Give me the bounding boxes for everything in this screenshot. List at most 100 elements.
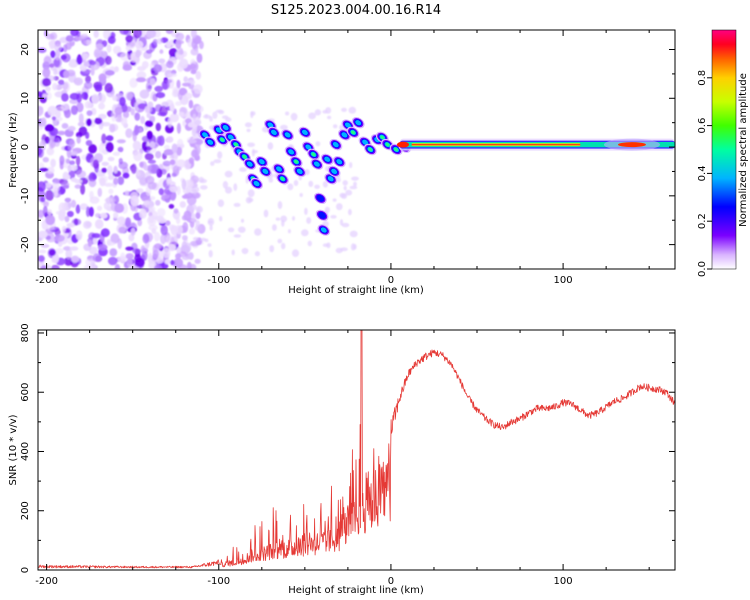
halo-speckle: [299, 193, 303, 197]
noise-speckle: [136, 71, 147, 79]
noise-speckle: [57, 130, 66, 136]
halo-speckle: [301, 229, 309, 237]
noise-speckle: [169, 113, 180, 123]
noise-speckle: [190, 48, 199, 56]
halo-speckle: [250, 111, 254, 119]
halo-speckle: [280, 215, 288, 223]
noise-speckle: [124, 217, 132, 228]
noise-speckle: [140, 115, 146, 125]
noise-speckle: [122, 172, 130, 179]
noise-speckle: [122, 111, 130, 119]
noise-speckle: [144, 152, 154, 161]
signal-blob: [267, 126, 281, 139]
signal-blob: [329, 138, 343, 151]
noise-speckle: [99, 50, 108, 59]
halo-speckle: [322, 181, 328, 188]
noise-speckle: [107, 156, 115, 162]
noise-speckle: [65, 248, 73, 260]
noise-speckle: [165, 41, 172, 48]
noise-speckle: [38, 249, 47, 254]
noise-speckle: [166, 177, 171, 186]
noise-speckle: [107, 165, 113, 176]
colorbar: 0.0 0.2 0.4 0.6 0.8 Normalized spectral ampl…: [697, 29, 749, 277]
colorbar-ticks: 0.0 0.2 0.4 0.6 0.8: [697, 70, 712, 277]
noise-speckle: [71, 255, 80, 263]
halo-speckle: [348, 106, 357, 114]
noise-speckle: [185, 118, 192, 124]
noise-speckle: [61, 123, 69, 129]
snr-panel: -200 -100 0 100 0 200 400 600 800 Height of str…: [8, 323, 676, 596]
y-tick-label: 10: [20, 92, 31, 105]
noise-speckle: [45, 33, 55, 40]
noise-speckle: [98, 143, 105, 153]
noise-speckle: [42, 67, 51, 78]
noise-speckle: [163, 144, 170, 150]
noise-speckle: [85, 206, 91, 218]
noise-speckle: [181, 194, 190, 199]
noise-speckle: [94, 219, 104, 230]
halo-speckle: [340, 247, 348, 252]
noise-speckle: [69, 160, 76, 166]
colorbar-gradient: [711, 29, 737, 270]
noise-speckle: [55, 234, 65, 242]
noise-speckle: [106, 44, 112, 53]
noise-speckle: [98, 175, 108, 184]
halo-speckle: [210, 161, 215, 167]
noise-speckle: [86, 118, 92, 127]
halo-speckle: [238, 226, 246, 233]
noise-speckle: [164, 79, 173, 84]
noise-speckle: [87, 240, 93, 247]
noise-speckle: [196, 53, 203, 63]
halo-speckle: [200, 185, 208, 190]
chart-title: S125.2023.004.00.16.R14: [271, 3, 441, 18]
halo-speckle: [341, 107, 347, 112]
noise-speckle: [38, 105, 44, 116]
noise-speckle: [95, 43, 104, 50]
noise-speckle: [101, 133, 107, 144]
noise-speckle: [134, 40, 144, 49]
signal-blob: [293, 165, 307, 178]
noise-speckle: [113, 212, 119, 219]
noise-speckle: [135, 49, 141, 58]
signal-blob: [219, 121, 233, 134]
halo-speckle: [269, 245, 275, 253]
noise-speckle: [88, 144, 97, 154]
noise-speckle: [176, 146, 182, 156]
noise-speckle: [163, 247, 171, 259]
noise-speckle: [148, 215, 155, 224]
noise-speckle: [166, 136, 174, 143]
noise-speckle: [161, 101, 169, 108]
noise-speckle: [125, 44, 132, 52]
noise-speckle: [176, 79, 181, 89]
noise-speckle: [114, 263, 121, 269]
y-tick-label: 20: [20, 43, 31, 56]
halo-speckle: [348, 208, 352, 216]
noise-speckle: [163, 149, 174, 156]
halo-speckle: [208, 250, 213, 258]
noise-speckle: [74, 184, 82, 189]
noise-speckle: [106, 241, 116, 246]
noise-speckle: [188, 99, 194, 109]
noise-speckle: [45, 86, 51, 92]
halo-speckle: [209, 224, 213, 231]
noise-speckle: [91, 93, 100, 105]
halo-speckle: [207, 243, 212, 247]
x-tick-label: -100: [207, 576, 230, 587]
snr-series-line: [38, 330, 675, 569]
noise-speckle: [104, 70, 115, 76]
signal-blob: [289, 155, 303, 168]
noise-speckle: [64, 215, 70, 223]
halo-speckle: [244, 122, 252, 128]
noise-speckle: [75, 230, 83, 241]
noise-speckle: [195, 211, 201, 220]
noise-speckle: [93, 30, 99, 38]
halo-speckle: [306, 217, 312, 224]
noise-speckle: [101, 122, 111, 127]
noise-speckle: [155, 150, 162, 159]
noise-speckle: [182, 221, 189, 233]
halo-speckle: [304, 207, 308, 215]
halo-speckle: [291, 249, 300, 257]
x-tick-label: 100: [554, 275, 573, 286]
noise-speckle: [94, 84, 103, 92]
noise-speckle: [184, 92, 193, 100]
